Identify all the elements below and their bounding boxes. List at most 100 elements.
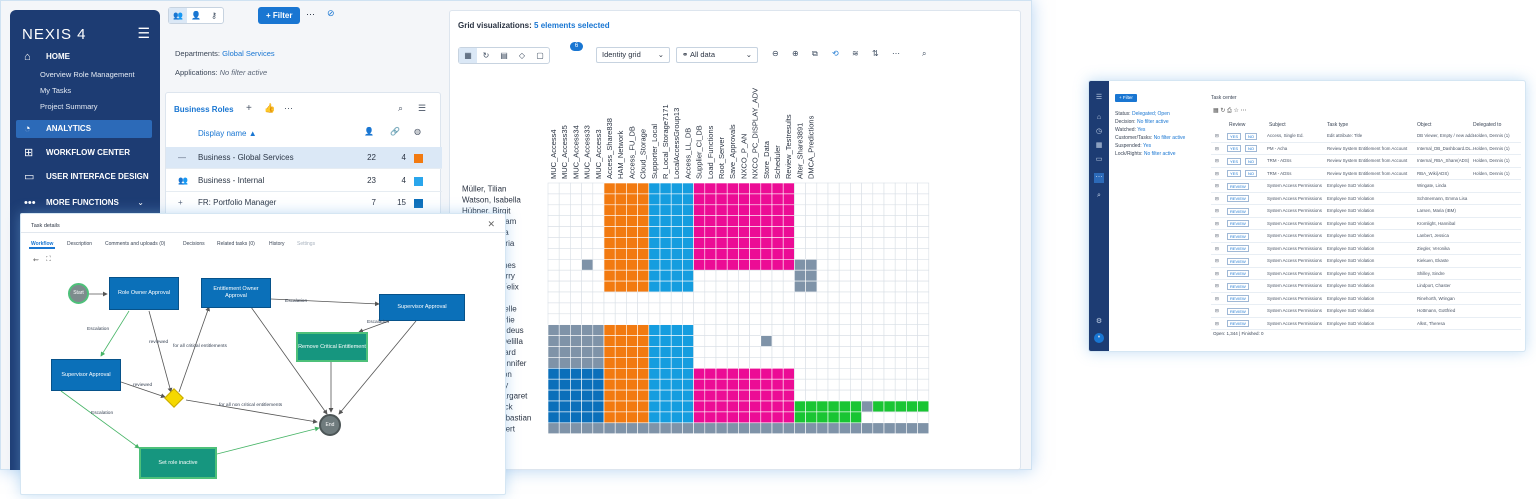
grid-cell[interactable] [614,389,627,402]
grid-cell[interactable] [861,357,874,369]
grid-cell[interactable] [592,204,605,217]
grid-cell[interactable] [614,302,627,315]
grid-cell[interactable] [570,422,582,434]
grid-row-label[interactable]: Watson, Isabella [462,195,521,204]
grid-cell[interactable] [592,248,605,260]
grid-cell[interactable] [906,389,918,402]
grid-cell[interactable] [659,422,672,434]
grid-cell[interactable] [670,313,683,325]
grid-cell[interactable] [558,313,571,325]
grid-cell[interactable] [906,357,918,369]
grid-cell[interactable] [749,324,762,336]
grid-cell[interactable] [581,248,594,260]
grid-cell[interactable] [782,237,795,249]
grid-cell[interactable] [558,389,571,402]
list-settings-icon[interactable]: ☰ [418,103,427,113]
grid-cell[interactable] [682,357,694,369]
grid-cell[interactable] [614,226,627,238]
grid-cell[interactable] [581,378,594,391]
grid-cell[interactable] [592,259,605,271]
grid-cell[interactable] [614,411,627,424]
grid-cell[interactable] [547,280,560,293]
grid-cell[interactable] [738,400,750,413]
tc-filter-item[interactable]: Lock/Rights: No filter active [1115,151,1176,157]
grid-cell[interactable] [570,335,582,347]
grid-cell[interactable] [850,215,862,227]
grid-cell[interactable] [794,313,806,325]
tc-task-row[interactable]: ⊟ REVIEW System Access Permissions Employee… [1211,255,1521,268]
grid-cell[interactable] [782,259,795,271]
grid-cell[interactable] [917,367,930,380]
grid-cell[interactable] [749,422,762,434]
grid-cell[interactable] [749,193,762,206]
grid-cell[interactable] [838,215,851,227]
grid-cell[interactable] [771,302,784,315]
tc-filter-item[interactable]: Decision: No filter active [1115,119,1169,125]
grid-cell[interactable] [861,324,874,336]
grid-cell[interactable] [850,291,862,304]
grid-cell[interactable] [715,226,728,238]
grid-cell[interactable] [693,400,706,413]
grid-cell[interactable] [850,193,862,206]
grid-cell[interactable] [782,182,795,195]
grid-cell[interactable] [760,367,773,380]
group-view-icon[interactable]: 👥 [169,8,187,23]
nav-home[interactable]: ⌂ HOME [16,48,152,66]
grid-cell[interactable] [838,248,851,260]
grid-cell[interactable] [805,182,818,195]
grid-cell[interactable] [738,367,750,380]
grid-cell[interactable] [626,422,638,434]
grid-cell[interactable] [715,400,728,413]
grid-cell[interactable] [816,302,829,315]
grid-cell[interactable] [850,259,862,271]
nav-analytics[interactable]: ◔ ANALYTICS [16,120,152,138]
zoom-out-icon[interactable]: ⊖ [772,49,779,58]
grid-cell[interactable] [738,291,750,304]
grid-cell[interactable] [827,346,840,358]
grid-cell[interactable] [827,411,840,424]
grid-cell[interactable] [670,357,683,369]
grid-cell[interactable] [883,259,896,271]
grid-cell[interactable] [581,237,594,249]
grid-cell[interactable] [592,357,605,369]
grid-cell[interactable] [805,291,818,304]
grid-cell[interactable] [872,280,885,293]
grid-cell[interactable] [760,248,773,260]
sort-icon[interactable]: ⇅ [872,49,879,58]
grid-cell[interactable] [682,389,694,402]
grid-cell[interactable] [648,324,661,336]
grid-column-label[interactable]: NXCO_P_AN [739,134,748,179]
grid-cell[interactable] [558,302,571,315]
grid-cell[interactable] [570,226,582,238]
grid-column-label[interactable]: Supplier_CI_DB [695,125,704,179]
grid-cell[interactable] [648,357,661,369]
grid-cell[interactable] [670,302,683,315]
supervisor-approval-left-node[interactable]: Supervisor Approval [51,359,121,391]
grid-cell[interactable] [558,204,571,217]
grid-cell[interactable] [749,357,762,369]
remove-entitlement-node[interactable]: Remove Critical Entitlement [296,332,368,362]
grid-cell[interactable] [738,324,750,336]
grid-cell[interactable] [637,226,650,238]
grid-cell[interactable] [894,422,907,434]
grid-cell[interactable] [726,400,739,413]
grid-cell[interactable] [816,182,829,195]
grid-cell[interactable] [738,248,750,260]
grid-cell[interactable] [838,400,851,413]
grid-cell[interactable] [861,335,874,347]
grid-cell[interactable] [872,302,885,315]
copy-icon[interactable]: ⧉ [812,49,818,58]
grid-cell[interactable] [917,269,930,282]
grid-cell[interactable] [883,204,896,217]
refresh-icon[interactable]: ↻ [482,51,490,60]
review-no-button[interactable]: NO [1245,145,1257,152]
grid-cell[interactable] [760,346,773,358]
grid-cell[interactable] [558,367,571,380]
grid-cell[interactable] [547,324,560,336]
grid-cell[interactable] [782,411,795,424]
grid-cell[interactable] [771,269,784,282]
grid-cell[interactable] [726,313,739,325]
grid-cell[interactable] [760,378,773,391]
grid-cell[interactable] [570,259,582,271]
grid-cell[interactable] [637,291,650,304]
